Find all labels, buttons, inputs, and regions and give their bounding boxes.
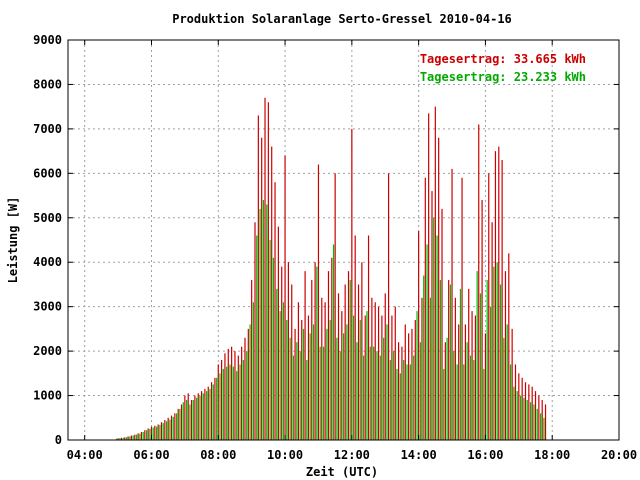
plot-frame	[67, 39, 620, 441]
x-tick-label: 16:00	[467, 448, 503, 462]
x-tick-label: 20:00	[601, 448, 637, 462]
x-tick-label: 10:00	[267, 448, 303, 462]
x-axis-label: Zeit (UTC)	[306, 465, 378, 479]
x-tick-label: 14:00	[401, 448, 437, 462]
daily-yield-green-annotation: Tagesertrag: 23.233 kWh	[420, 70, 586, 84]
x-tick-label: 08:00	[200, 448, 236, 462]
y-tick-label: 9000	[33, 33, 62, 47]
y-tick-label: 7000	[33, 122, 62, 136]
y-tick-label: 4000	[33, 255, 62, 269]
x-tick-label: 18:00	[534, 448, 570, 462]
y-axis-label: Leistung [W]	[6, 197, 20, 284]
axis-ticks: 0 1000 2000 3000 4000 5000 6000 7000 8000 9000 04:…	[33, 33, 637, 462]
series-green-bars	[115, 200, 545, 440]
x-tick-label: 06:00	[133, 448, 169, 462]
chart-title: Produktion Solaranlage Serto-Gressel 201…	[172, 12, 512, 26]
grid-lines	[68, 40, 619, 440]
y-tick-label: 2000	[33, 344, 62, 358]
daily-yield-red-annotation: Tagesertrag: 33.665 kWh	[420, 52, 586, 66]
x-tick-label: 04:00	[67, 448, 103, 462]
y-tick-label: 5000	[33, 211, 62, 225]
series-red-bars	[117, 97, 547, 440]
y-tick-label: 0	[55, 433, 62, 447]
y-tick-label: 3000	[33, 300, 62, 314]
x-tick-label: 12:00	[334, 448, 370, 462]
y-tick-label: 1000	[33, 389, 62, 403]
y-tick-label: 8000	[33, 77, 62, 91]
y-tick-label: 6000	[33, 166, 62, 180]
